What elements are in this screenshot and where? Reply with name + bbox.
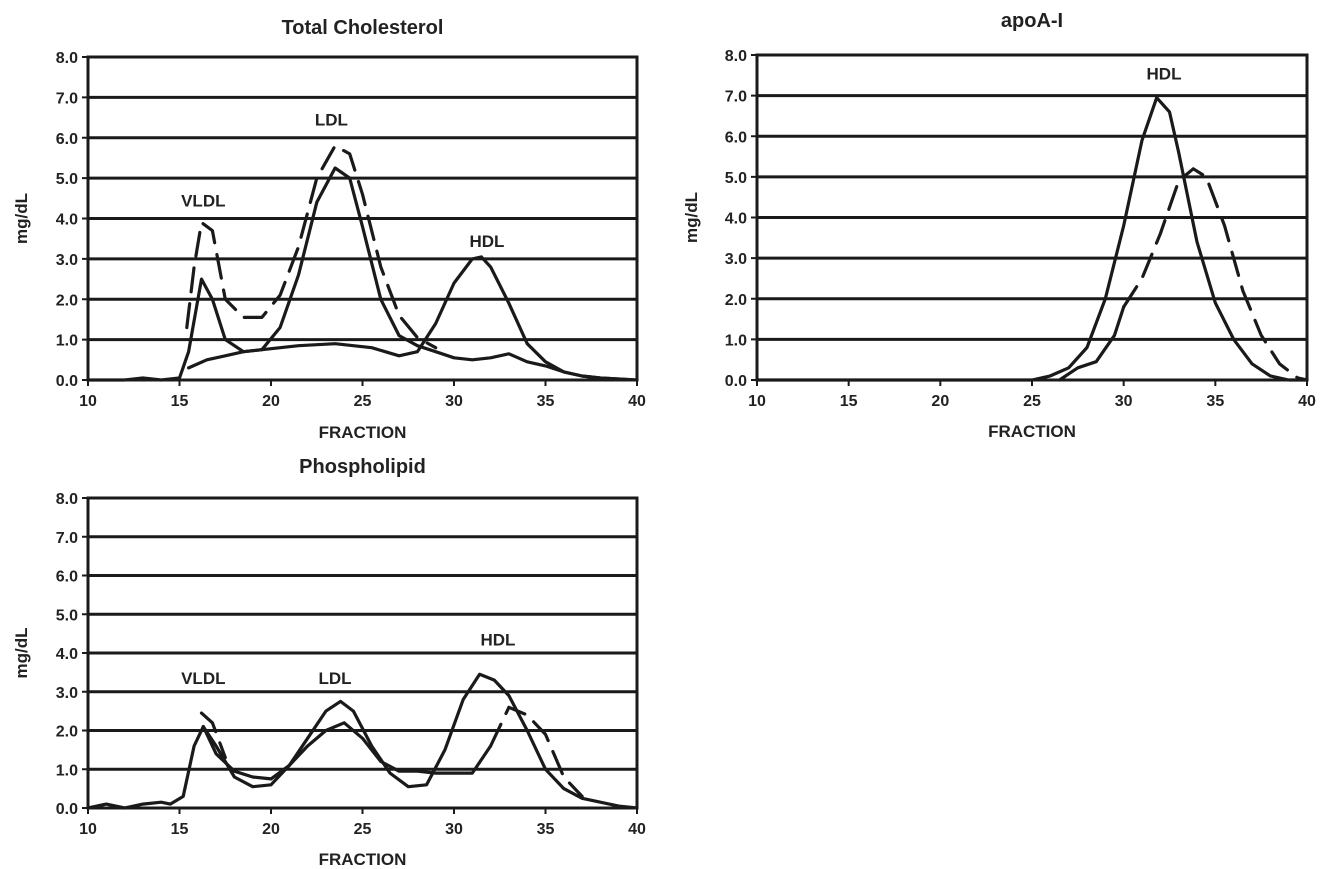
x-tick-label: 10	[79, 821, 97, 838]
x-tick-label: 15	[840, 393, 858, 410]
y-tick-label: 5.0	[56, 607, 78, 624]
x-tick-label: 25	[354, 393, 372, 410]
y-tick-label: 8.0	[56, 491, 78, 508]
chart-title: Phospholipid	[299, 456, 426, 478]
y-tick-label: 5.0	[56, 171, 78, 188]
x-axis-label: FRACTION	[319, 423, 407, 442]
y-tick-label: 4.0	[56, 646, 78, 663]
peak-annotation: LDL	[319, 669, 352, 688]
y-tick-label: 3.0	[56, 685, 78, 702]
y-tick-label: 1.0	[56, 333, 78, 350]
series-line-dashed	[185, 144, 438, 350]
series-line-dashed	[199, 711, 227, 760]
x-tick-label: 40	[628, 821, 646, 838]
y-tick-label: 2.0	[56, 292, 78, 309]
y-tick-label: 3.0	[56, 252, 78, 269]
y-tick-label: 6.0	[56, 569, 78, 586]
y-tick-label: 8.0	[56, 50, 78, 67]
x-tick-label: 25	[354, 821, 372, 838]
x-tick-label: 30	[445, 821, 463, 838]
x-tick-label: 10	[79, 393, 97, 410]
y-tick-label: 0.0	[56, 801, 78, 818]
y-tick-label: 2.0	[56, 724, 78, 741]
x-tick-label: 35	[537, 821, 555, 838]
series-line-dashed	[489, 705, 584, 798]
series-line-solid	[201, 721, 493, 781]
peak-annotation: LDL	[315, 111, 348, 130]
chart-apoa-i: apoA-I 0.0 1.0 2.0 3.0 4.0 5.0 6.0 7.0 8.0 10 15 20 2…	[682, 10, 1316, 441]
y-tick-label: 7.0	[56, 530, 78, 547]
y-tick-label: 1.0	[56, 762, 78, 779]
x-tick-label: 30	[445, 393, 463, 410]
x-axis-label: FRACTION	[988, 422, 1076, 441]
series-line-solid	[86, 166, 639, 382]
x-tick-label: 40	[628, 393, 646, 410]
series-line-dashed	[1122, 167, 1309, 382]
y-axis-label: mg/dL	[12, 193, 31, 244]
y-tick-label: 4.0	[56, 212, 78, 229]
x-tick-label: 15	[171, 393, 189, 410]
y-axis-label: mg/dL	[682, 192, 701, 243]
y-tick-label: 7.0	[56, 90, 78, 107]
chart-title: apoA-I	[1001, 10, 1063, 32]
y-tick-label: 0.0	[56, 373, 78, 390]
x-tick-label: 20	[262, 821, 280, 838]
peak-annotation: VLDL	[181, 191, 225, 210]
x-tick-label: 10	[748, 393, 766, 410]
series-line-solid	[755, 96, 1309, 382]
x-tick-label: 30	[1115, 393, 1133, 410]
y-axis-label: mg/dL	[12, 628, 31, 679]
peak-annotation: HDL	[469, 232, 504, 251]
x-tick-label: 25	[1023, 393, 1041, 410]
y-tick-label: 1.0	[725, 332, 747, 349]
x-axis-label: FRACTION	[319, 850, 407, 869]
y-tick-label: 8.0	[725, 48, 747, 65]
peak-annotation: HDL	[1147, 64, 1182, 83]
y-tick-label: 0.0	[725, 373, 747, 390]
y-tick-label: 3.0	[725, 251, 747, 268]
x-tick-label: 15	[171, 821, 189, 838]
peak-annotation: HDL	[480, 630, 515, 649]
chart-title: Total Cholesterol	[282, 17, 444, 39]
y-tick-label: 2.0	[725, 292, 747, 309]
y-tick-label: 5.0	[725, 170, 747, 187]
y-tick-label: 7.0	[725, 89, 747, 106]
y-tick-label: 4.0	[725, 211, 747, 228]
x-tick-label: 35	[537, 393, 555, 410]
series-line-solid	[86, 672, 639, 810]
x-tick-label: 40	[1298, 393, 1316, 410]
x-tick-label: 20	[931, 393, 949, 410]
x-tick-label: 35	[1206, 393, 1224, 410]
x-tick-label: 20	[262, 393, 280, 410]
series-line-solid	[1057, 305, 1126, 382]
y-tick-label: 6.0	[725, 129, 747, 146]
chart-total-cholesterol: Total Cholesterol 0.0 1.0 2.0 3.0 4.0 5.0 6.0 7.…	[12, 17, 646, 442]
series-line-solid	[187, 255, 639, 382]
chart-phospholipid: Phospholipid 0.0 1.0 2.0 3.0 4.0 5.0 6.0 7.0 8.0 1…	[12, 456, 646, 869]
peak-annotation: VLDL	[181, 669, 225, 688]
y-tick-label: 6.0	[56, 131, 78, 148]
